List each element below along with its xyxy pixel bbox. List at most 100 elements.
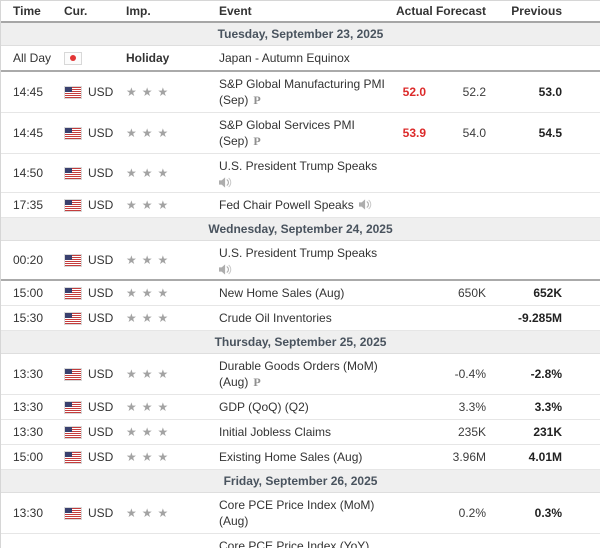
event-name-link[interactable]: U.S. President Trump Speaks bbox=[219, 159, 378, 173]
speaker-icon bbox=[358, 199, 372, 210]
currency-label: USD bbox=[88, 166, 114, 180]
event-name-link[interactable]: Durable Goods Orders (MoM) (Aug) bbox=[219, 359, 378, 389]
importance-cell: ★ ★ ★ bbox=[126, 366, 219, 382]
event-time: 13:30 bbox=[13, 506, 44, 520]
us-flag-icon bbox=[64, 400, 82, 414]
event-time: 15:00 bbox=[13, 286, 44, 300]
event-row[interactable]: All Day Holiday Japan - Autumn Equinox bbox=[1, 46, 600, 72]
currency-label: USD bbox=[88, 367, 114, 381]
previous-value: 54.5 bbox=[538, 126, 562, 140]
event-row[interactable]: 17:35 USD ★ ★ ★ Fed Chair Powell Speaks bbox=[1, 193, 600, 218]
previous-value: 4.01M bbox=[528, 450, 562, 464]
holiday-label: Holiday bbox=[126, 51, 170, 65]
event-row[interactable]: 15:00 USD ★ ★ ★ Existing Home Sales (Aug) 3.96… bbox=[1, 445, 600, 470]
event-row[interactable]: 14:50 USD ★ ★ ★ U.S. President Trump Speaks bbox=[1, 154, 600, 193]
previous-value: -9.285M bbox=[517, 311, 562, 325]
currency-cell: USD bbox=[64, 505, 126, 521]
event-cell[interactable]: GDP (QoQ) (Q2) bbox=[219, 399, 396, 415]
forecast-value: 0.2% bbox=[458, 506, 486, 520]
event-cell[interactable]: U.S. President Trump Speaks bbox=[219, 245, 396, 275]
event-cell[interactable]: S&P Global Manufacturing PMI (Sep) P bbox=[219, 76, 396, 108]
event-cell[interactable]: Existing Home Sales (Aug) bbox=[219, 449, 396, 465]
currency-cell: USD bbox=[64, 285, 126, 301]
event-name-link[interactable]: Core PCE Price Index (MoM) (Aug) bbox=[219, 498, 375, 528]
event-name-link[interactable]: S&P Global Manufacturing PMI (Sep) bbox=[219, 77, 385, 107]
previous-value: 231K bbox=[533, 425, 562, 439]
event-cell[interactable]: S&P Global Services PMI (Sep) P bbox=[219, 117, 396, 149]
us-flag-icon bbox=[64, 506, 82, 520]
us-flag-icon bbox=[64, 425, 82, 439]
event-cell[interactable]: Durable Goods Orders (MoM) (Aug) P bbox=[219, 358, 396, 390]
event-row[interactable]: 14:45 USD ★ ★ ★ S&P Global Manufacturing PMI … bbox=[1, 72, 600, 113]
previous-value: -2.8% bbox=[530, 367, 562, 381]
event-row[interactable]: 13:30 USD ★ ★ ★ Initial Jobless Claims 235K 231… bbox=[1, 420, 600, 445]
currency-cell: USD bbox=[64, 197, 126, 213]
event-time: All Day bbox=[13, 51, 52, 65]
event-row[interactable]: 00:20 USD ★ ★ ★ U.S. President Trump Speaks bbox=[1, 241, 600, 281]
event-name-link[interactable]: Crude Oil Inventories bbox=[219, 311, 332, 325]
importance-star-icon: ★ bbox=[157, 126, 169, 140]
previous-value: 0.3% bbox=[534, 506, 562, 520]
event-row[interactable]: 15:30 USD ★ ★ ★ Crude Oil Inventories -9.285M bbox=[1, 306, 600, 331]
forecast-value: 235K bbox=[457, 425, 486, 439]
forecast-value: 3.3% bbox=[458, 400, 486, 414]
event-name-link[interactable]: S&P Global Services PMI (Sep) bbox=[219, 118, 355, 148]
event-cell[interactable]: Core PCE Price Index (YoY) (Aug) bbox=[219, 538, 396, 548]
currency-label: USD bbox=[88, 311, 114, 325]
event-time: 13:30 bbox=[13, 400, 44, 414]
forecast-value: 650K bbox=[457, 286, 486, 300]
currency-label: USD bbox=[88, 253, 114, 267]
importance-cell: ★ ★ ★ bbox=[126, 310, 219, 326]
importance-star-icon: ★ bbox=[157, 198, 169, 212]
currency-cell: USD bbox=[64, 424, 126, 440]
event-cell[interactable]: Japan - Autumn Equinox bbox=[219, 50, 396, 66]
preliminary-icon: P bbox=[253, 134, 261, 148]
currency-cell: USD bbox=[64, 310, 126, 326]
event-name-link[interactable]: Japan - Autumn Equinox bbox=[219, 51, 350, 65]
event-row[interactable]: 14:45 USD ★ ★ ★ S&P Global Services PMI (Sep)… bbox=[1, 113, 600, 154]
event-name-link[interactable]: Fed Chair Powell Speaks bbox=[219, 198, 354, 212]
event-name-link[interactable]: GDP (QoQ) (Q2) bbox=[219, 400, 309, 414]
event-row[interactable]: 13:30 USD ★ ★ ★ Durable Goods Orders (MoM) (A… bbox=[1, 354, 600, 395]
currency-label: USD bbox=[88, 198, 114, 212]
event-cell[interactable]: New Home Sales (Aug) bbox=[219, 285, 396, 301]
currency-cell: USD bbox=[64, 125, 126, 141]
preliminary-icon: P bbox=[253, 375, 261, 389]
event-name-link[interactable]: Core PCE Price Index (YoY) (Aug) bbox=[219, 539, 370, 548]
event-cell[interactable]: Fed Chair Powell Speaks bbox=[219, 197, 396, 213]
currency-label: USD bbox=[88, 506, 114, 520]
calendar-body: Tuesday, September 23, 2025 All Day Holida… bbox=[1, 23, 600, 548]
currency-cell: USD bbox=[64, 84, 126, 100]
importance-star-icon: ★ bbox=[141, 425, 153, 439]
event-name-link[interactable]: New Home Sales (Aug) bbox=[219, 286, 345, 300]
event-cell[interactable]: Core PCE Price Index (MoM) (Aug) bbox=[219, 497, 396, 529]
currency-cell: USD bbox=[64, 449, 126, 465]
us-flag-icon bbox=[64, 286, 82, 300]
preliminary-icon: P bbox=[253, 93, 261, 107]
table-header-row: Time Cur. Imp. Event Actual Forecast Pre… bbox=[1, 1, 600, 23]
currency-label: USD bbox=[88, 425, 114, 439]
event-row[interactable]: 13:30 USD ★ ★ ★ GDP (QoQ) (Q2) 3.3% 3.3% bbox=[1, 395, 600, 420]
importance-cell: ★ ★ ★ bbox=[126, 165, 219, 181]
us-flag-icon bbox=[64, 367, 82, 381]
us-flag-icon bbox=[64, 311, 82, 325]
column-header-time: Time bbox=[13, 4, 41, 18]
event-cell[interactable]: Crude Oil Inventories bbox=[219, 310, 396, 326]
event-name-link[interactable]: Existing Home Sales (Aug) bbox=[219, 450, 363, 464]
event-name-link[interactable]: U.S. President Trump Speaks bbox=[219, 246, 378, 260]
event-name-link[interactable]: Initial Jobless Claims bbox=[219, 425, 332, 439]
currency-cell: USD bbox=[64, 366, 126, 382]
event-cell[interactable]: Initial Jobless Claims bbox=[219, 424, 396, 440]
forecast-value: 52.2 bbox=[462, 85, 486, 99]
column-header-forecast: Forecast bbox=[435, 4, 486, 18]
event-cell[interactable]: U.S. President Trump Speaks bbox=[219, 158, 396, 188]
us-flag-icon bbox=[64, 253, 82, 267]
event-time: 15:00 bbox=[13, 450, 44, 464]
event-row[interactable]: 13:30 USD ★ ★ ★ Core PCE Price Index (MoM) (A… bbox=[1, 493, 600, 534]
event-row[interactable]: 15:00 USD ★ ★ ★ New Home Sales (Aug) 650K 652K bbox=[1, 281, 600, 306]
importance-cell: ★ ★ ★ bbox=[126, 505, 219, 521]
importance-star-icon: ★ bbox=[141, 450, 153, 464]
importance-cell: ★ ★ ★ bbox=[126, 252, 219, 268]
importance-star-icon: ★ bbox=[157, 506, 169, 520]
